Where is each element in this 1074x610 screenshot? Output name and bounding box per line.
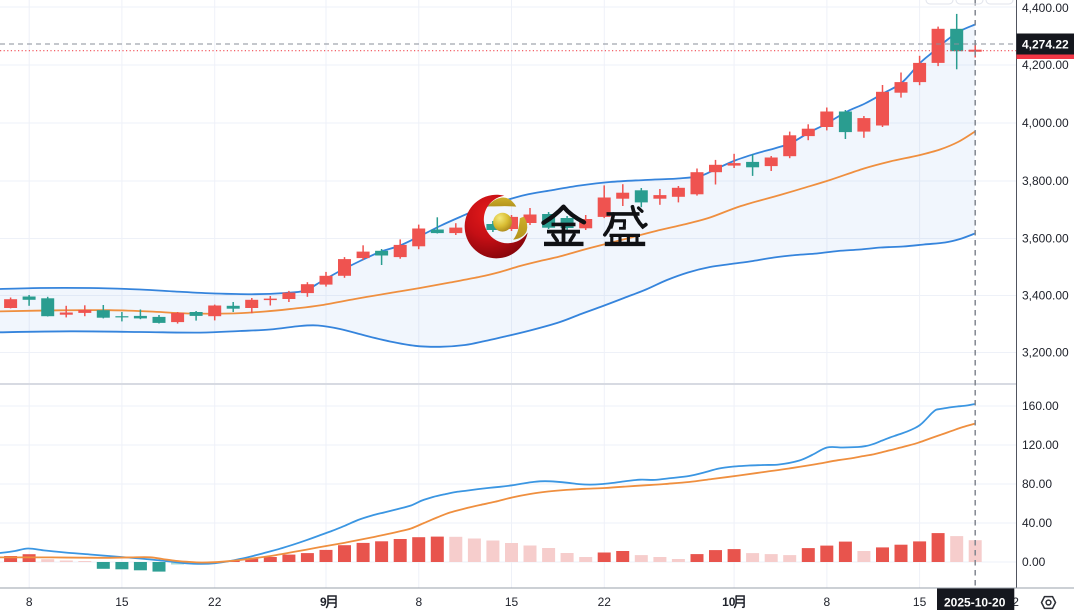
svg-text:80.00: 80.00 xyxy=(1022,477,1052,491)
svg-text:120.00: 120.00 xyxy=(1022,438,1059,452)
svg-text:3,200.00: 3,200.00 xyxy=(1022,346,1069,360)
svg-text:0.00: 0.00 xyxy=(1022,555,1046,569)
svg-text:2025-10-20: 2025-10-20 xyxy=(944,595,1006,609)
svg-text:8: 8 xyxy=(824,595,831,609)
svg-text:8: 8 xyxy=(26,595,33,609)
svg-text:160.00: 160.00 xyxy=(1022,399,1059,413)
svg-text:4,274.22: 4,274.22 xyxy=(1022,37,1069,51)
svg-text:15: 15 xyxy=(505,595,519,609)
svg-text:3,800.00: 3,800.00 xyxy=(1022,174,1069,188)
svg-text:22: 22 xyxy=(208,595,222,609)
svg-text:4,000.00: 4,000.00 xyxy=(1022,116,1069,130)
svg-text:4,200.00: 4,200.00 xyxy=(1022,58,1069,72)
svg-text:9: 9 xyxy=(320,595,327,609)
svg-text:15: 15 xyxy=(913,595,927,609)
svg-text:15: 15 xyxy=(115,595,129,609)
svg-text:22: 22 xyxy=(598,595,612,609)
svg-text:4,400.00: 4,400.00 xyxy=(1022,1,1069,15)
svg-text:8: 8 xyxy=(415,595,422,609)
svg-text:10: 10 xyxy=(722,595,736,609)
svg-text:3,600.00: 3,600.00 xyxy=(1022,232,1069,246)
svg-text:3,400.00: 3,400.00 xyxy=(1022,289,1069,303)
svg-text:40.00: 40.00 xyxy=(1022,516,1052,530)
